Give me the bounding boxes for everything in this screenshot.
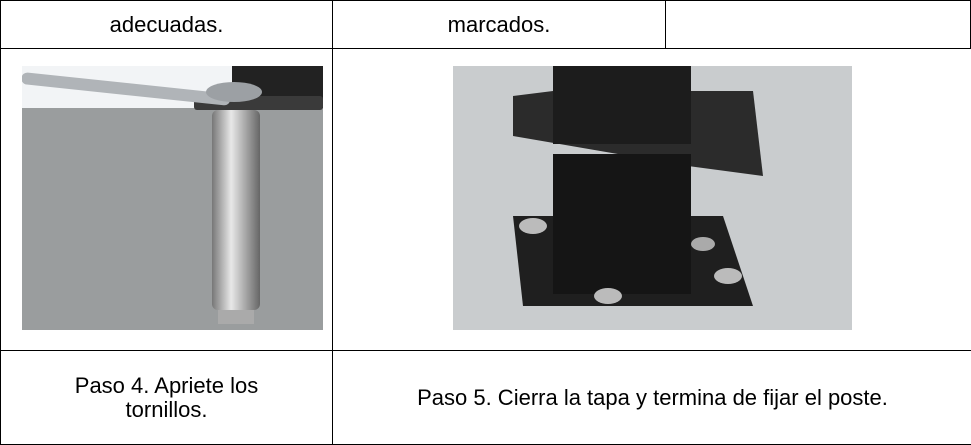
table-cell: adecuadas. [0,0,333,49]
table-cell: Paso 5. Cierra la tapa y termina de fija… [332,350,971,445]
anchor-bolt-image [22,66,323,330]
cell-text: marcados. [447,11,551,37]
cell-text: Paso 4. Apriete los tornillos. [74,372,259,422]
cell-text: Paso 5. Cierra la tapa y termina de fija… [417,384,888,410]
table-cell: Paso 4. Apriete los tornillos. [0,350,333,445]
table-cell [665,0,971,49]
table-cell: marcados. [332,0,666,49]
post-base-image [453,66,852,330]
cell-text: adecuadas. [109,11,224,37]
